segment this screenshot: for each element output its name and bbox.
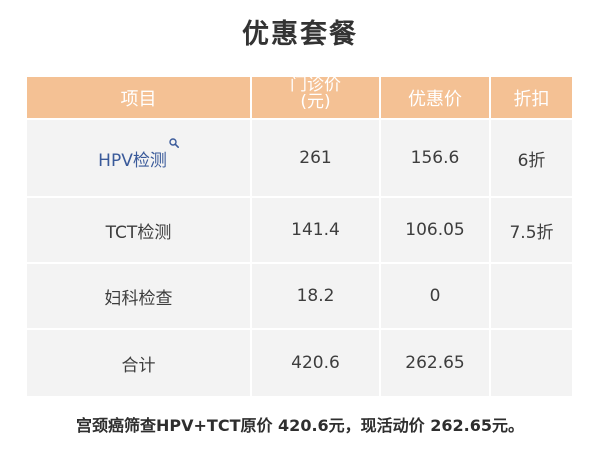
table-row: TCT检测 141.4 106.05 7.5折 [27,196,572,263]
table-header-row: 项目 门诊价 (元) 优惠价 折扣 [27,77,572,119]
clinic-price-cell: 261 [251,118,381,197]
discount-price-cell: 0 [380,262,491,329]
discount-cell: 6折 [490,118,572,197]
table-row: 妇科检查 18.2 0 [27,262,572,329]
header-clinic-price-line2: (元) [300,92,331,112]
table-row: HPV检测 261 156.6 6折 [27,118,572,197]
hpv-test-link[interactable]: HPV检测 [98,150,167,171]
discount-cell: 7.5折 [490,196,572,263]
header-discount-price: 优惠价 [380,77,491,119]
header-discount: 折扣 [490,77,572,119]
header-clinic-price: 门诊价 (元) [251,75,381,119]
clinic-price-cell: 420.6 [251,328,381,396]
summary-text: 宫颈癌筛查HPV+TCT原价 420.6元，现活动价 262.65元。 [76,416,524,435]
discount-cell [490,328,572,396]
search-icon[interactable] [169,137,179,148]
header-item: 项目 [27,77,252,119]
clinic-price-cell: 141.4 [251,196,381,263]
package-table: 项目 门诊价 (元) 优惠价 折扣 HPV检测 261 156.6 6折 TCT… [27,77,572,396]
item-cell: 妇科检查 [27,262,252,329]
item-cell: 合计 [27,328,252,396]
item-cell: TCT检测 [27,196,252,263]
discount-price-cell: 106.05 [380,196,491,263]
discount-cell [490,262,572,329]
discount-price-cell: 262.65 [380,328,491,396]
page-title: 优惠套餐 [242,19,358,50]
item-cell[interactable]: HPV检测 [27,118,252,197]
discount-price-cell: 156.6 [380,118,491,197]
clinic-price-cell: 18.2 [251,262,381,329]
header-clinic-price-line1: 门诊价 [290,75,341,95]
table-row-total: 合计 420.6 262.65 [27,328,572,396]
